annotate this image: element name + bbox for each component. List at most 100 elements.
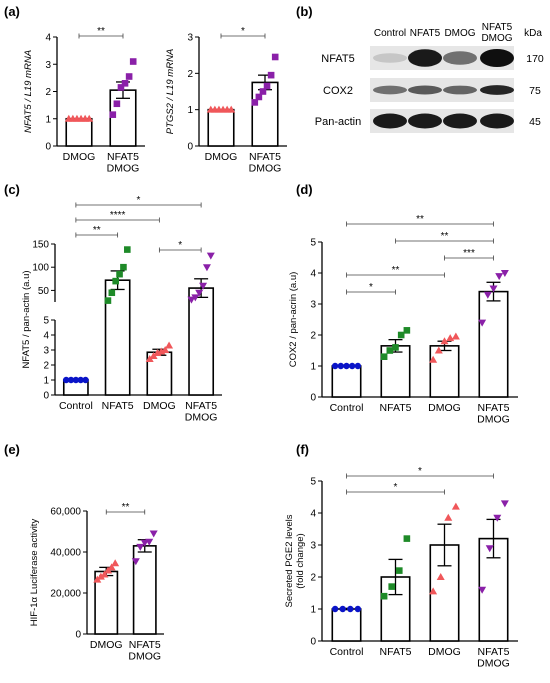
f-data-point [354,605,362,613]
c-significance-label: ** [93,225,101,236]
f-y-axis-label: (fold change) [295,533,306,588]
blot-kda-value: 45 [529,116,541,128]
f-y-tick-label: 4 [310,509,316,520]
a1-bar [109,89,137,147]
f-bar [331,608,362,642]
a1-category-label: NFAT5 DMOG [107,151,140,175]
d-significance-label: *** [463,248,475,259]
a1-y-tick-label: 4 [45,33,51,44]
c-data-point [191,294,200,302]
d-data-point [440,337,449,345]
d-data-point [354,362,362,370]
blot-band [373,113,407,129]
blot-band [480,49,514,67]
d-significance-label: ** [416,214,424,225]
blot-band [373,53,407,63]
f-y-tick-label: 3 [310,541,316,552]
f-significance-label: * [418,466,422,477]
c-data-point [206,252,215,260]
f-y-tick-label: 0 [310,637,316,648]
c-data-point [112,277,119,285]
f-data-point [403,535,411,542]
c-y-tick-label: 1 [43,376,49,387]
c-category-label: DMOG [143,400,176,412]
d-data-point [403,327,411,334]
panel-label-f: (f) [296,442,309,457]
a1-data-point [85,114,94,122]
c-bar [188,287,215,396]
a1-y-tick-label: 2 [45,87,51,98]
a2-data-point [259,88,267,95]
c-category-label: Control [59,400,93,412]
d-category-label: DMOG [428,402,461,414]
e-category-label: NFAT5 DMOG [128,639,161,663]
blot-row-label: NFAT5 [321,53,354,65]
e-data-point [145,538,154,546]
c-data-point [199,282,208,290]
a2-y-tick-label: 1 [187,105,193,116]
blot-lane-label: NFAT5 DMOG [481,22,512,44]
a1-y-axis-label: NFAT5 / L19 mRNA [23,50,34,133]
c-significance-label: * [178,240,182,251]
f-data-point [436,573,445,580]
c-data-point [116,270,123,278]
c-data-point [67,376,75,384]
d-y-tick-label: 4 [310,269,316,280]
blot-band [408,49,442,67]
f-data-point [347,605,354,613]
a2-data-point [267,71,275,79]
c-data-point [161,346,170,353]
c-data-point [104,297,112,304]
a2-y-tick-label: 3 [187,33,193,44]
f-data-point [478,586,487,594]
d-data-point [337,362,345,370]
panel-label-a: (a) [4,4,20,19]
panel-label-b: (b) [296,4,313,19]
d-data-point [331,362,339,370]
f-data-point [485,545,494,553]
c-data-point [187,296,196,304]
panel-label-d: (d) [296,182,313,197]
a2-data-point [263,82,271,90]
d-data-point [397,331,405,339]
d-bar [478,290,509,398]
d-data-point [489,285,498,293]
d-data-point [434,346,443,354]
d-significance-label: * [369,282,373,293]
c-y-tick-label: 0 [43,391,49,402]
f-data-point [380,592,388,600]
a1-data-point [117,84,125,91]
blot-row-label: Pan-actin [315,116,361,128]
e-y-axis-label: HIF-1α Luciferase activity [29,519,40,627]
d-y-tick-label: 2 [310,331,316,342]
d-y-tick-label: 1 [310,362,316,373]
c-data-point [77,376,84,384]
a1-y-tick-label: 1 [45,114,51,125]
a2-data-point [251,99,259,106]
e-data-point [111,559,120,567]
f-data-point [395,567,403,574]
blot-band [443,85,477,95]
a2-data-point [271,53,279,61]
d-data-point [451,332,460,340]
e-data-point [140,539,149,547]
a1-significance-label: ** [97,26,105,37]
blot-band [373,85,407,95]
a2-bar [207,108,235,147]
c-y-tick-label: 5 [43,316,49,327]
f-data-point [388,583,396,590]
f-data-point [451,502,460,510]
blot-lane-label: NFAT5 [410,28,441,39]
a1-data-point [121,80,129,87]
d-significance-label: ** [392,265,400,276]
c-significance-label: * [137,195,141,206]
f-y-tick-label: 1 [310,605,316,616]
a2-data-point [227,105,236,113]
a2-category-label: DMOG [205,151,238,163]
d-y-tick-label: 0 [310,393,316,404]
d-data-point [429,355,438,363]
c-data-point [149,352,158,359]
d-data-point [495,273,504,281]
c-y-axis-label: NFAT5 / pan-actin (a.u) [21,270,32,368]
f-data-point [493,514,502,522]
